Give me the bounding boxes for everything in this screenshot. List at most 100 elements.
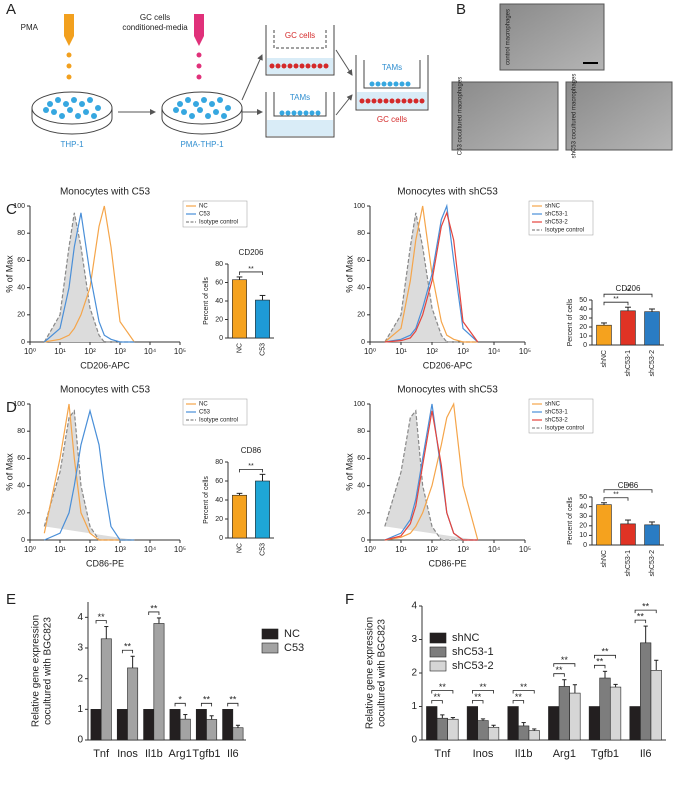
legend-box — [182, 398, 248, 426]
panel-label: E — [6, 591, 16, 608]
legend-label: shNC — [452, 632, 480, 644]
legend-label: Isotype control — [199, 220, 238, 226]
significance-label: ** — [434, 692, 442, 702]
y-tick-label: 50 — [579, 297, 587, 304]
y-tick-label: 60 — [357, 455, 365, 462]
bar — [528, 730, 540, 741]
significance-label: ** — [561, 655, 569, 665]
significance-label: ** — [203, 695, 211, 705]
y-tick-label: 30 — [579, 513, 587, 520]
y-tick-label: 40 — [215, 497, 223, 504]
significance-label: ** — [556, 665, 564, 675]
x-tick-label: C53 — [259, 343, 266, 356]
diagram: PMA GC cells conditioned-media THP-1 PMA… — [21, 13, 429, 149]
y-tick-label: 100 — [353, 203, 365, 210]
significance-label: ** — [439, 682, 447, 692]
histogram-curve — [43, 403, 135, 541]
bar — [466, 706, 479, 741]
x-tick-label: shC53-1 — [625, 350, 632, 377]
y-tick-label: 20 — [357, 510, 365, 517]
histogram-curve — [384, 410, 478, 541]
significance-bracket — [634, 619, 647, 624]
y-tick-label: 40 — [357, 284, 365, 291]
y-tick-label: 20 — [357, 312, 365, 319]
x-tick-label: 10⁴ — [488, 545, 501, 554]
x-tick-label: Tgfb1 — [192, 748, 220, 760]
y-tick-label: 20 — [579, 324, 587, 331]
bar — [426, 706, 438, 741]
bar — [644, 311, 660, 346]
x-tick-label: shC53-2 — [649, 350, 656, 377]
x-tick-label: 10⁵ — [174, 545, 186, 554]
significance-bracket — [603, 497, 629, 501]
micrograph-label: C53 cocultured macrophages — [458, 77, 464, 155]
x-tick-label: 10⁵ — [174, 347, 186, 356]
bar — [477, 720, 489, 741]
bar — [599, 677, 611, 741]
significance-label: ** — [642, 601, 650, 611]
significance-label: ** — [596, 657, 604, 667]
bar — [206, 719, 218, 741]
label: GC cells — [285, 31, 315, 40]
y-tick-label: 40 — [579, 503, 587, 510]
y-tick-label: 60 — [215, 478, 223, 485]
y-axis-label: Percent of cells — [203, 277, 210, 325]
x-axis-label: CD86-PE — [86, 558, 124, 568]
histogram-curve — [384, 212, 478, 343]
y-tick-label: 50 — [579, 494, 587, 501]
arrow — [241, 54, 263, 101]
significance-bracket — [603, 489, 653, 493]
label: PMA-THP-1 — [180, 140, 224, 149]
bar — [232, 494, 247, 539]
y-tick-label: 80 — [357, 428, 365, 435]
panel-label: B — [456, 1, 466, 18]
label: GC cells — [377, 115, 407, 124]
legend-label: shNC — [545, 402, 561, 408]
x-tick-label: Il6 — [640, 748, 652, 760]
bar — [232, 727, 244, 741]
y-tick-label: 20 — [579, 523, 587, 530]
significance-bracket — [553, 673, 565, 677]
y-tick-label: 20 — [215, 516, 223, 523]
chart-title: CD86 — [618, 481, 639, 490]
bar — [518, 725, 530, 741]
transwell — [265, 25, 335, 138]
y-tick-label: 40 — [579, 306, 587, 313]
y-tick-label: 0 — [77, 735, 83, 746]
y-tick-label: 0 — [219, 335, 223, 342]
significance-label: ** — [601, 647, 609, 657]
micrographs: control macrophages C53 cocultured macro… — [451, 3, 673, 158]
x-tick-label: 10² — [84, 545, 96, 554]
legend-swatch — [261, 628, 279, 640]
tube — [64, 14, 74, 46]
significance-bracket — [431, 700, 443, 704]
y-tick-label: 0 — [583, 542, 587, 549]
x-axis-label: CD206-APC — [423, 360, 473, 370]
significance-bracket — [121, 649, 134, 654]
y-tick-label: 60 — [17, 455, 25, 462]
significance-bracket — [603, 301, 629, 306]
x-axis-label: CD86-PE — [428, 558, 466, 568]
y-tick-label: 100 — [353, 401, 365, 408]
bar — [169, 709, 181, 741]
label: TAMs — [382, 63, 402, 72]
bar — [100, 638, 112, 741]
y-axis-label: cocultured with BGC823 — [377, 619, 388, 727]
cells — [43, 97, 231, 119]
y-axis-label: Relative gene expression — [365, 617, 376, 729]
chart-title: Monocytes with C53 — [60, 187, 150, 198]
legend-label: C53 — [199, 212, 211, 218]
legend-label: shC53-1 — [452, 646, 494, 658]
x-tick-label: NC — [236, 543, 243, 553]
drops — [66, 52, 72, 80]
significance-label: ** — [613, 492, 619, 499]
significance-bracket — [472, 690, 494, 694]
panel-label: C — [6, 201, 17, 218]
significance-label: ** — [625, 288, 631, 295]
y-tick-label: 20 — [17, 312, 25, 319]
y-tick-label: 80 — [357, 230, 365, 237]
micrograph — [499, 3, 605, 71]
y-tick-label: 100 — [13, 203, 25, 210]
x-tick-label: 10¹ — [54, 347, 66, 356]
y-tick-label: 0 — [361, 537, 365, 544]
